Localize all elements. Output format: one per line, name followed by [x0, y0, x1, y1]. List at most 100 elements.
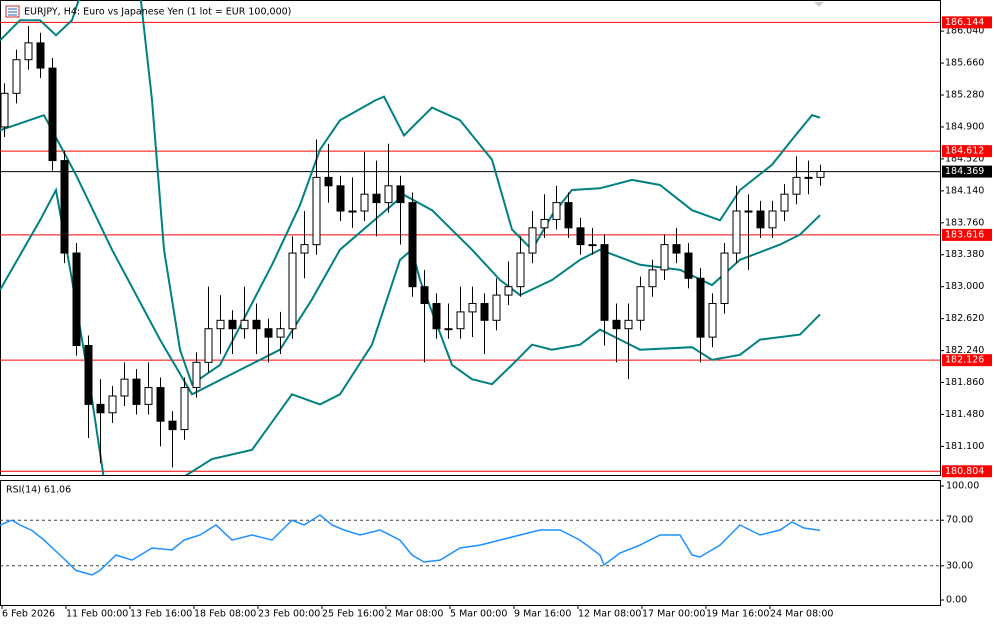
bollinger-band: [0, 113, 821, 396]
candle-body: [108, 395, 117, 414]
level-label: 183.616: [945, 229, 984, 240]
main-panel: [0, 0, 941, 476]
candle-body: [516, 252, 525, 288]
level-label: 184.612: [945, 146, 984, 157]
candle-body: [288, 252, 297, 330]
x-tick-label: 18 Feb 08:00: [194, 609, 256, 620]
candle-body: [540, 218, 549, 229]
y-tick-label: 183.380: [945, 249, 984, 260]
rsi-tick-label: 30.00: [946, 560, 973, 571]
y-tick-label: 184.140: [945, 185, 984, 196]
candle-body: [48, 67, 57, 162]
x-tick-label: 19 Mar 16:00: [706, 609, 769, 620]
candle-body: [132, 378, 141, 405]
candle-body: [252, 319, 261, 330]
x-tick-label: 17 Mar 00:00: [642, 609, 705, 620]
rsi-tick-label: 0.00: [946, 594, 967, 605]
y-tick-label: 181.480: [945, 409, 984, 420]
x-tick-label: 2 Mar 08:00: [386, 609, 443, 620]
candle-body: [624, 319, 633, 330]
candle-body: [444, 328, 453, 331]
candle-body: [300, 244, 309, 254]
candle-body: [684, 252, 693, 279]
x-tick-label: 6 Feb 2026: [2, 609, 55, 620]
candle-body: [552, 202, 561, 220]
level-label: 180.804: [945, 466, 984, 477]
candle-body: [384, 185, 393, 204]
candle-body: [648, 269, 657, 288]
candle-body: [36, 42, 45, 69]
candle-body: [360, 193, 369, 212]
candle-body: [612, 319, 621, 330]
candle-body: [456, 311, 465, 330]
level-label-box: [942, 16, 992, 29]
x-tick-label: 24 Mar 08:00: [770, 609, 833, 620]
x-tick-label: 11 Feb 00:00: [66, 609, 128, 620]
x-tick-label: 23 Feb 00:00: [258, 609, 320, 620]
level-label: 186.144: [945, 17, 984, 28]
candle-body: [492, 294, 501, 321]
level-label-box: [942, 465, 992, 478]
candle-body: [528, 227, 537, 254]
level-label-box: [942, 165, 992, 178]
chart-title: EURJPY, H4: Euro vs Japanese Yen (1 lot …: [24, 7, 291, 18]
y-tick-label: 182.620: [945, 313, 984, 324]
candle-body: [504, 286, 513, 296]
rsi-label: RSI(14) 61.06: [6, 485, 71, 496]
candle-body: [696, 277, 705, 338]
candle-body: [312, 176, 321, 246]
rsi-panel: [0, 480, 941, 606]
candle-body: [576, 227, 585, 246]
rsi-tick-label: 70.00: [946, 515, 973, 526]
bollinger-band: [0, 0, 821, 386]
candle-body: [708, 302, 717, 338]
candle-body: [12, 59, 21, 94]
candle-body: [720, 252, 729, 304]
candle-body: [24, 42, 33, 61]
candle-body: [432, 302, 441, 330]
y-tick-label: 184.900: [945, 121, 984, 132]
candle-body: [96, 403, 105, 414]
candle-body: [564, 202, 573, 229]
candle-body: [228, 319, 237, 330]
candle-body: [156, 387, 165, 422]
rsi-tick-label: 100.00: [946, 481, 979, 492]
candle-body: [372, 193, 381, 204]
candle-body: [600, 244, 609, 321]
y-tick-label: 184.520: [945, 153, 984, 164]
candle-body: [60, 160, 69, 254]
candle-body: [144, 387, 153, 405]
candle-body: [744, 210, 753, 213]
candle-body: [168, 420, 177, 431]
level-label-box: [942, 354, 992, 367]
candle-body: [636, 286, 645, 321]
candle-body: [420, 286, 429, 304]
level-label: 182.126: [945, 355, 984, 366]
candle-body: [408, 202, 417, 288]
candle-body: [180, 387, 189, 431]
candle-body: [336, 185, 345, 212]
candle-body: [216, 319, 225, 330]
symbol-icon: [5, 5, 20, 18]
bollinger-band: [0, 186, 821, 475]
y-tick-label: 182.240: [945, 345, 984, 356]
x-tick-label: 13 Feb 16:00: [130, 609, 192, 620]
rsi-line: [0, 514, 821, 576]
candle-body: [192, 361, 201, 389]
x-tick-label: 9 Mar 16:00: [514, 609, 571, 620]
x-tick-label: 25 Feb 16:00: [322, 609, 384, 620]
candle-body: [276, 328, 285, 338]
candle-body: [264, 328, 273, 338]
candle-body: [0, 92, 9, 128]
candle-body: [780, 193, 789, 212]
candle-body: [480, 302, 489, 321]
candle-body: [672, 244, 681, 254]
y-tick-label: 186.040: [945, 26, 984, 37]
y-tick-label: 183.000: [945, 281, 984, 292]
candle-body: [804, 176, 813, 179]
y-tick-label: 185.280: [945, 90, 984, 101]
x-tick-label: 5 Mar 00:00: [450, 609, 507, 620]
y-tick-label: 181.100: [945, 441, 984, 452]
candle-body: [348, 210, 357, 213]
